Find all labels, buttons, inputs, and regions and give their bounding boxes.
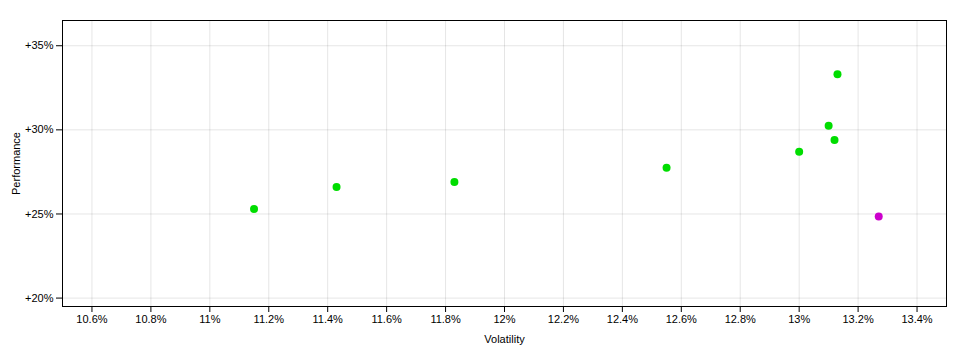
svg-text:13.2%: 13.2% <box>842 313 873 325</box>
svg-text:13.4%: 13.4% <box>901 313 932 325</box>
svg-text:+25%: +25% <box>25 207 54 219</box>
svg-text:12.8%: 12.8% <box>725 313 756 325</box>
svg-text:+35%: +35% <box>25 39 54 51</box>
svg-text:Performance: Performance <box>10 132 22 195</box>
svg-text:11.6%: 11.6% <box>371 313 402 325</box>
svg-text:12.2%: 12.2% <box>548 313 579 325</box>
svg-text:+30%: +30% <box>25 123 54 135</box>
svg-text:11.8%: 11.8% <box>430 313 461 325</box>
svg-text:12.6%: 12.6% <box>666 313 697 325</box>
svg-text:+20%: +20% <box>25 292 54 304</box>
svg-text:11.4%: 11.4% <box>313 313 344 325</box>
svg-text:13%: 13% <box>788 313 810 325</box>
svg-text:11.2%: 11.2% <box>254 313 285 325</box>
svg-text:12.4%: 12.4% <box>607 313 638 325</box>
svg-text:10.6%: 10.6% <box>76 313 107 325</box>
svg-text:11%: 11% <box>199 313 220 325</box>
svg-text:Volatility: Volatility <box>484 333 525 345</box>
svg-text:12%: 12% <box>493 313 515 325</box>
svg-text:10.8%: 10.8% <box>135 313 166 325</box>
